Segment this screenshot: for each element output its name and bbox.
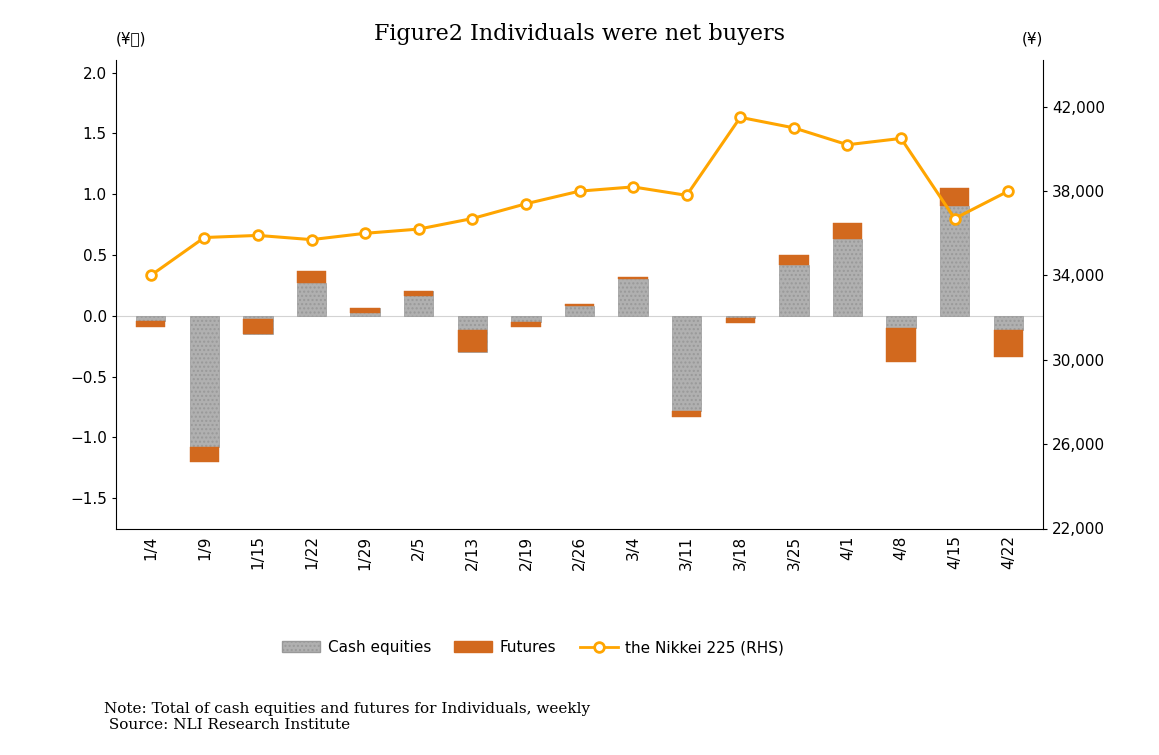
Text: Figure2 Individuals were net buyers: Figure2 Individuals were net buyers bbox=[374, 23, 785, 45]
Bar bbox=[190, 316, 219, 447]
Bar bbox=[297, 271, 327, 283]
Bar bbox=[458, 331, 487, 352]
Bar bbox=[564, 306, 595, 316]
Bar bbox=[297, 283, 327, 316]
Bar bbox=[619, 279, 648, 316]
Bar bbox=[779, 265, 809, 316]
Bar bbox=[779, 255, 809, 265]
Bar bbox=[887, 328, 916, 362]
Bar bbox=[672, 411, 701, 417]
Bar bbox=[511, 316, 540, 322]
Bar bbox=[619, 277, 648, 279]
Bar bbox=[993, 316, 1023, 331]
Bar bbox=[136, 321, 166, 327]
Bar bbox=[350, 309, 380, 313]
Legend: Cash equities, Futures, the Nikkei 225 (RHS): Cash equities, Futures, the Nikkei 225 (… bbox=[276, 634, 790, 661]
Bar bbox=[404, 291, 433, 316]
Text: (¥): (¥) bbox=[1022, 32, 1043, 46]
Bar bbox=[350, 309, 380, 316]
Bar bbox=[190, 447, 219, 461]
Bar bbox=[136, 316, 166, 321]
Bar bbox=[672, 316, 701, 411]
Bar bbox=[940, 188, 969, 206]
Bar bbox=[726, 316, 755, 318]
Bar bbox=[993, 331, 1023, 357]
Bar bbox=[458, 316, 487, 352]
Bar bbox=[832, 239, 862, 316]
Bar bbox=[832, 223, 862, 239]
Bar bbox=[726, 318, 755, 323]
Text: (¥兆): (¥兆) bbox=[116, 32, 146, 46]
Bar bbox=[940, 206, 969, 316]
Bar bbox=[564, 304, 595, 306]
Bar bbox=[243, 316, 272, 334]
Bar bbox=[887, 316, 916, 328]
Bar bbox=[511, 322, 540, 327]
Bar bbox=[243, 319, 272, 334]
Bar bbox=[404, 291, 433, 296]
Text: Note: Total of cash equities and futures for Individuals, weekly
 Source: NLI Re: Note: Total of cash equities and futures… bbox=[104, 702, 590, 732]
